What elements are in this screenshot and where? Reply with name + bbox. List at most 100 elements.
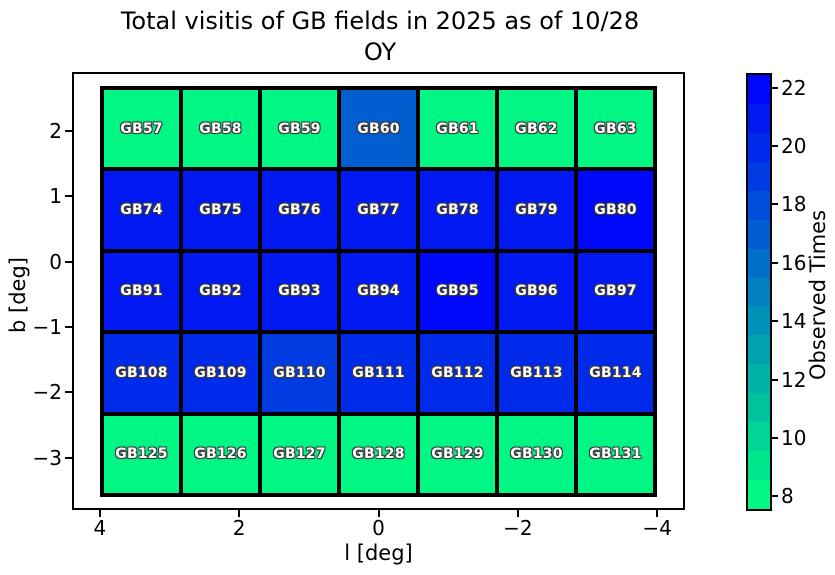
heatmap-cell-gb126: GB126 [183,415,258,493]
heatmap-cell-label: GB61 [436,120,479,137]
heatmap-cell-label: GB77 [357,202,400,219]
colorbar-tick-label: 20 [781,134,807,158]
x-tick-label: 4 [93,516,107,540]
heatmap-cell-label: GB130 [510,446,563,463]
heatmap-cell-label: GB57 [120,120,163,137]
heatmap-cell-label: GB94 [357,283,400,300]
y-tick-label: −3 [32,445,62,470]
heatmap-cell-label: GB59 [278,120,321,137]
tick-mark [772,495,778,498]
heatmap-cell-gb110: GB110 [262,334,337,412]
tick-mark [65,129,72,132]
heatmap-cell-label: GB63 [594,120,637,137]
colorbar-tick-label: 18 [781,192,807,217]
heatmap-cell-gb129: GB129 [420,415,495,493]
heatmap-cell-gb62: GB62 [499,90,574,168]
heatmap-cell-label: GB58 [199,120,242,137]
tick-mark [772,437,778,439]
heatmap-cell-gb78: GB78 [420,171,495,249]
colorbar-tick-label: 16 [781,250,807,275]
heatmap-cell-gb76: GB76 [262,171,337,249]
colorbar-tick-label: 12 [781,367,807,392]
heatmap-cell-gb77: GB77 [341,171,416,249]
tick-mark [65,195,72,198]
colorbar-band [748,219,770,249]
heatmap-cell-label: GB62 [515,120,558,137]
y-tick-label: 1 [49,184,62,209]
heatmap-cell-gb95: GB95 [420,252,495,331]
heatmap-cell-gb109: GB109 [183,334,258,412]
heatmap-cell-gb75: GB75 [183,171,258,249]
heatmap-cell-label: GB125 [115,446,168,463]
x-axis-label: l [deg] [344,541,413,565]
heatmap-cell-label: GB108 [115,364,168,381]
chart-title: Total visitis of GB fields in 2025 as of… [0,6,760,68]
heatmap-cell-gb59: GB59 [262,90,337,168]
heatmap-cell-gb97: GB97 [578,252,653,331]
heatmap-cell-gb128: GB128 [341,415,416,493]
heatmap-cell-gb92: GB92 [183,252,258,331]
heatmap-cell-label: GB131 [589,446,642,463]
heatmap-cell-gb91: GB91 [104,252,179,331]
heatmap-cell-gb94: GB94 [341,252,416,331]
x-tick-label: −4 [642,516,672,540]
heatmap-cell-label: GB113 [510,364,563,381]
heatmap-cell-gb93: GB93 [262,252,337,331]
heatmap-cell-label: GB60 [357,120,400,137]
tick-mark [772,86,778,89]
colorbar-band [748,161,770,191]
colorbar-tick-label: 10 [781,426,807,450]
colorbar-tick-label: 14 [781,309,807,334]
tick-mark [65,456,72,459]
heatmap-cell-gb127: GB127 [262,415,337,493]
tick-mark [656,510,659,517]
heatmap-cell-gb79: GB79 [499,171,574,249]
heatmap-cell-label: GB92 [199,283,242,300]
heatmap-cell-gb114: GB114 [578,334,653,412]
heatmap-cell-label: GB97 [594,283,637,300]
colorbar-band [748,451,770,481]
heatmap-cell-label: GB111 [352,364,405,381]
heatmap-cell-label: GB128 [352,446,405,463]
heatmap-cell-label: GB75 [199,202,242,219]
heatmap-cell-label: GB91 [120,283,163,300]
x-tick-label: −2 [503,516,533,540]
colorbar-band [748,335,770,365]
heatmap-cell-label: GB110 [273,364,326,381]
heatmap-cell-label: GB112 [431,364,484,381]
heatmap-cell-label: GB76 [278,202,321,219]
colorbar-band [748,103,770,133]
heatmap-cell-label: GB96 [515,283,558,300]
heatmap-cell-gb57: GB57 [104,90,179,168]
heatmap-cell-label: GB109 [194,364,247,381]
heatmap-cell-gb74: GB74 [104,171,179,249]
heatmap-cell-label: GB80 [594,202,637,219]
tick-mark [65,325,72,328]
tick-mark [98,510,101,517]
heatmap-cell-label: GB126 [194,446,247,463]
colorbar-band [748,393,770,423]
heatmap-cell-label: GB129 [431,446,484,463]
colorbar-band [748,74,770,104]
heatmap-grid: GB57 GB58 GB59 GB60 GB61 GB62 GB63 GB74 GB75 GB76… [100,86,657,497]
heatmap-cell-gb96: GB96 [499,252,574,331]
heatmap-cell-gb111: GB111 [341,334,416,412]
heatmap-cell-gb58: GB58 [183,90,258,168]
colorbar-band [748,480,770,509]
heatmap-cell-gb63: GB63 [578,90,653,168]
tick-mark [516,510,519,517]
y-tick-label: −1 [32,314,62,339]
heatmap-cell-label: GB93 [278,283,321,300]
tick-mark [772,261,778,264]
colorbar-band [748,190,770,220]
y-tick-label: 2 [49,118,62,143]
heatmap-cell-gb130: GB130 [499,415,574,493]
heatmap-cell-label: GB95 [436,283,479,300]
tick-mark [65,260,72,263]
heatmap-cell-gb61: GB61 [420,90,495,168]
colorbar [746,73,772,511]
heatmap-cell-gb125: GB125 [104,415,179,493]
colorbar-band [748,248,770,278]
y-tick-label: 0 [49,249,62,274]
tick-mark [377,510,380,517]
